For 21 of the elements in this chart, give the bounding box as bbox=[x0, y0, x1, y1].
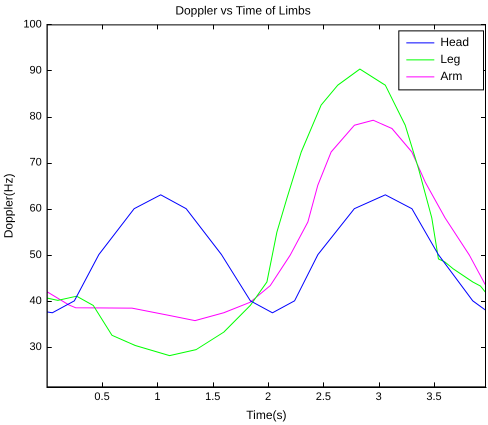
x-tick-label: 1.5 bbox=[205, 391, 220, 404]
legend-label: Head bbox=[440, 35, 469, 50]
y-tick-label: 40 bbox=[30, 294, 42, 307]
legend-label: Leg bbox=[440, 52, 460, 66]
y-tick-label: 60 bbox=[30, 202, 42, 215]
y-tick-label: 30 bbox=[30, 340, 42, 353]
y-tick-label: 100 bbox=[23, 18, 42, 30]
y-tick-label: 80 bbox=[30, 110, 42, 123]
x-tick-label: 0.5 bbox=[94, 391, 110, 404]
x-axis-title: Time(s) bbox=[246, 408, 286, 422]
y-tick-label: 50 bbox=[30, 248, 42, 261]
y-axis-title: Doppler(Hz) bbox=[2, 174, 16, 238]
x-tick-label: 2 bbox=[264, 391, 272, 404]
x-tick-label: 1 bbox=[154, 391, 160, 404]
legend-label: Arm bbox=[440, 69, 462, 84]
x-tick-label: 2.5 bbox=[316, 391, 332, 404]
chart-title: Doppler vs Time of Limbs bbox=[175, 4, 311, 18]
x-tick-label: 3.5 bbox=[426, 391, 442, 404]
y-tick-label: 70 bbox=[30, 156, 42, 169]
y-tick-label: 90 bbox=[30, 64, 42, 76]
x-tick-label: 3 bbox=[376, 391, 382, 404]
